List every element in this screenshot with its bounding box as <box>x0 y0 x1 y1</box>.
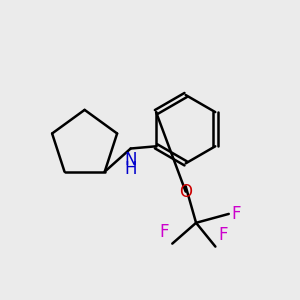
Text: H: H <box>124 160 137 178</box>
Text: O: O <box>179 183 192 201</box>
Text: F: F <box>160 223 169 241</box>
Text: F: F <box>232 205 241 223</box>
Text: F: F <box>218 226 228 244</box>
Text: N: N <box>124 152 137 169</box>
